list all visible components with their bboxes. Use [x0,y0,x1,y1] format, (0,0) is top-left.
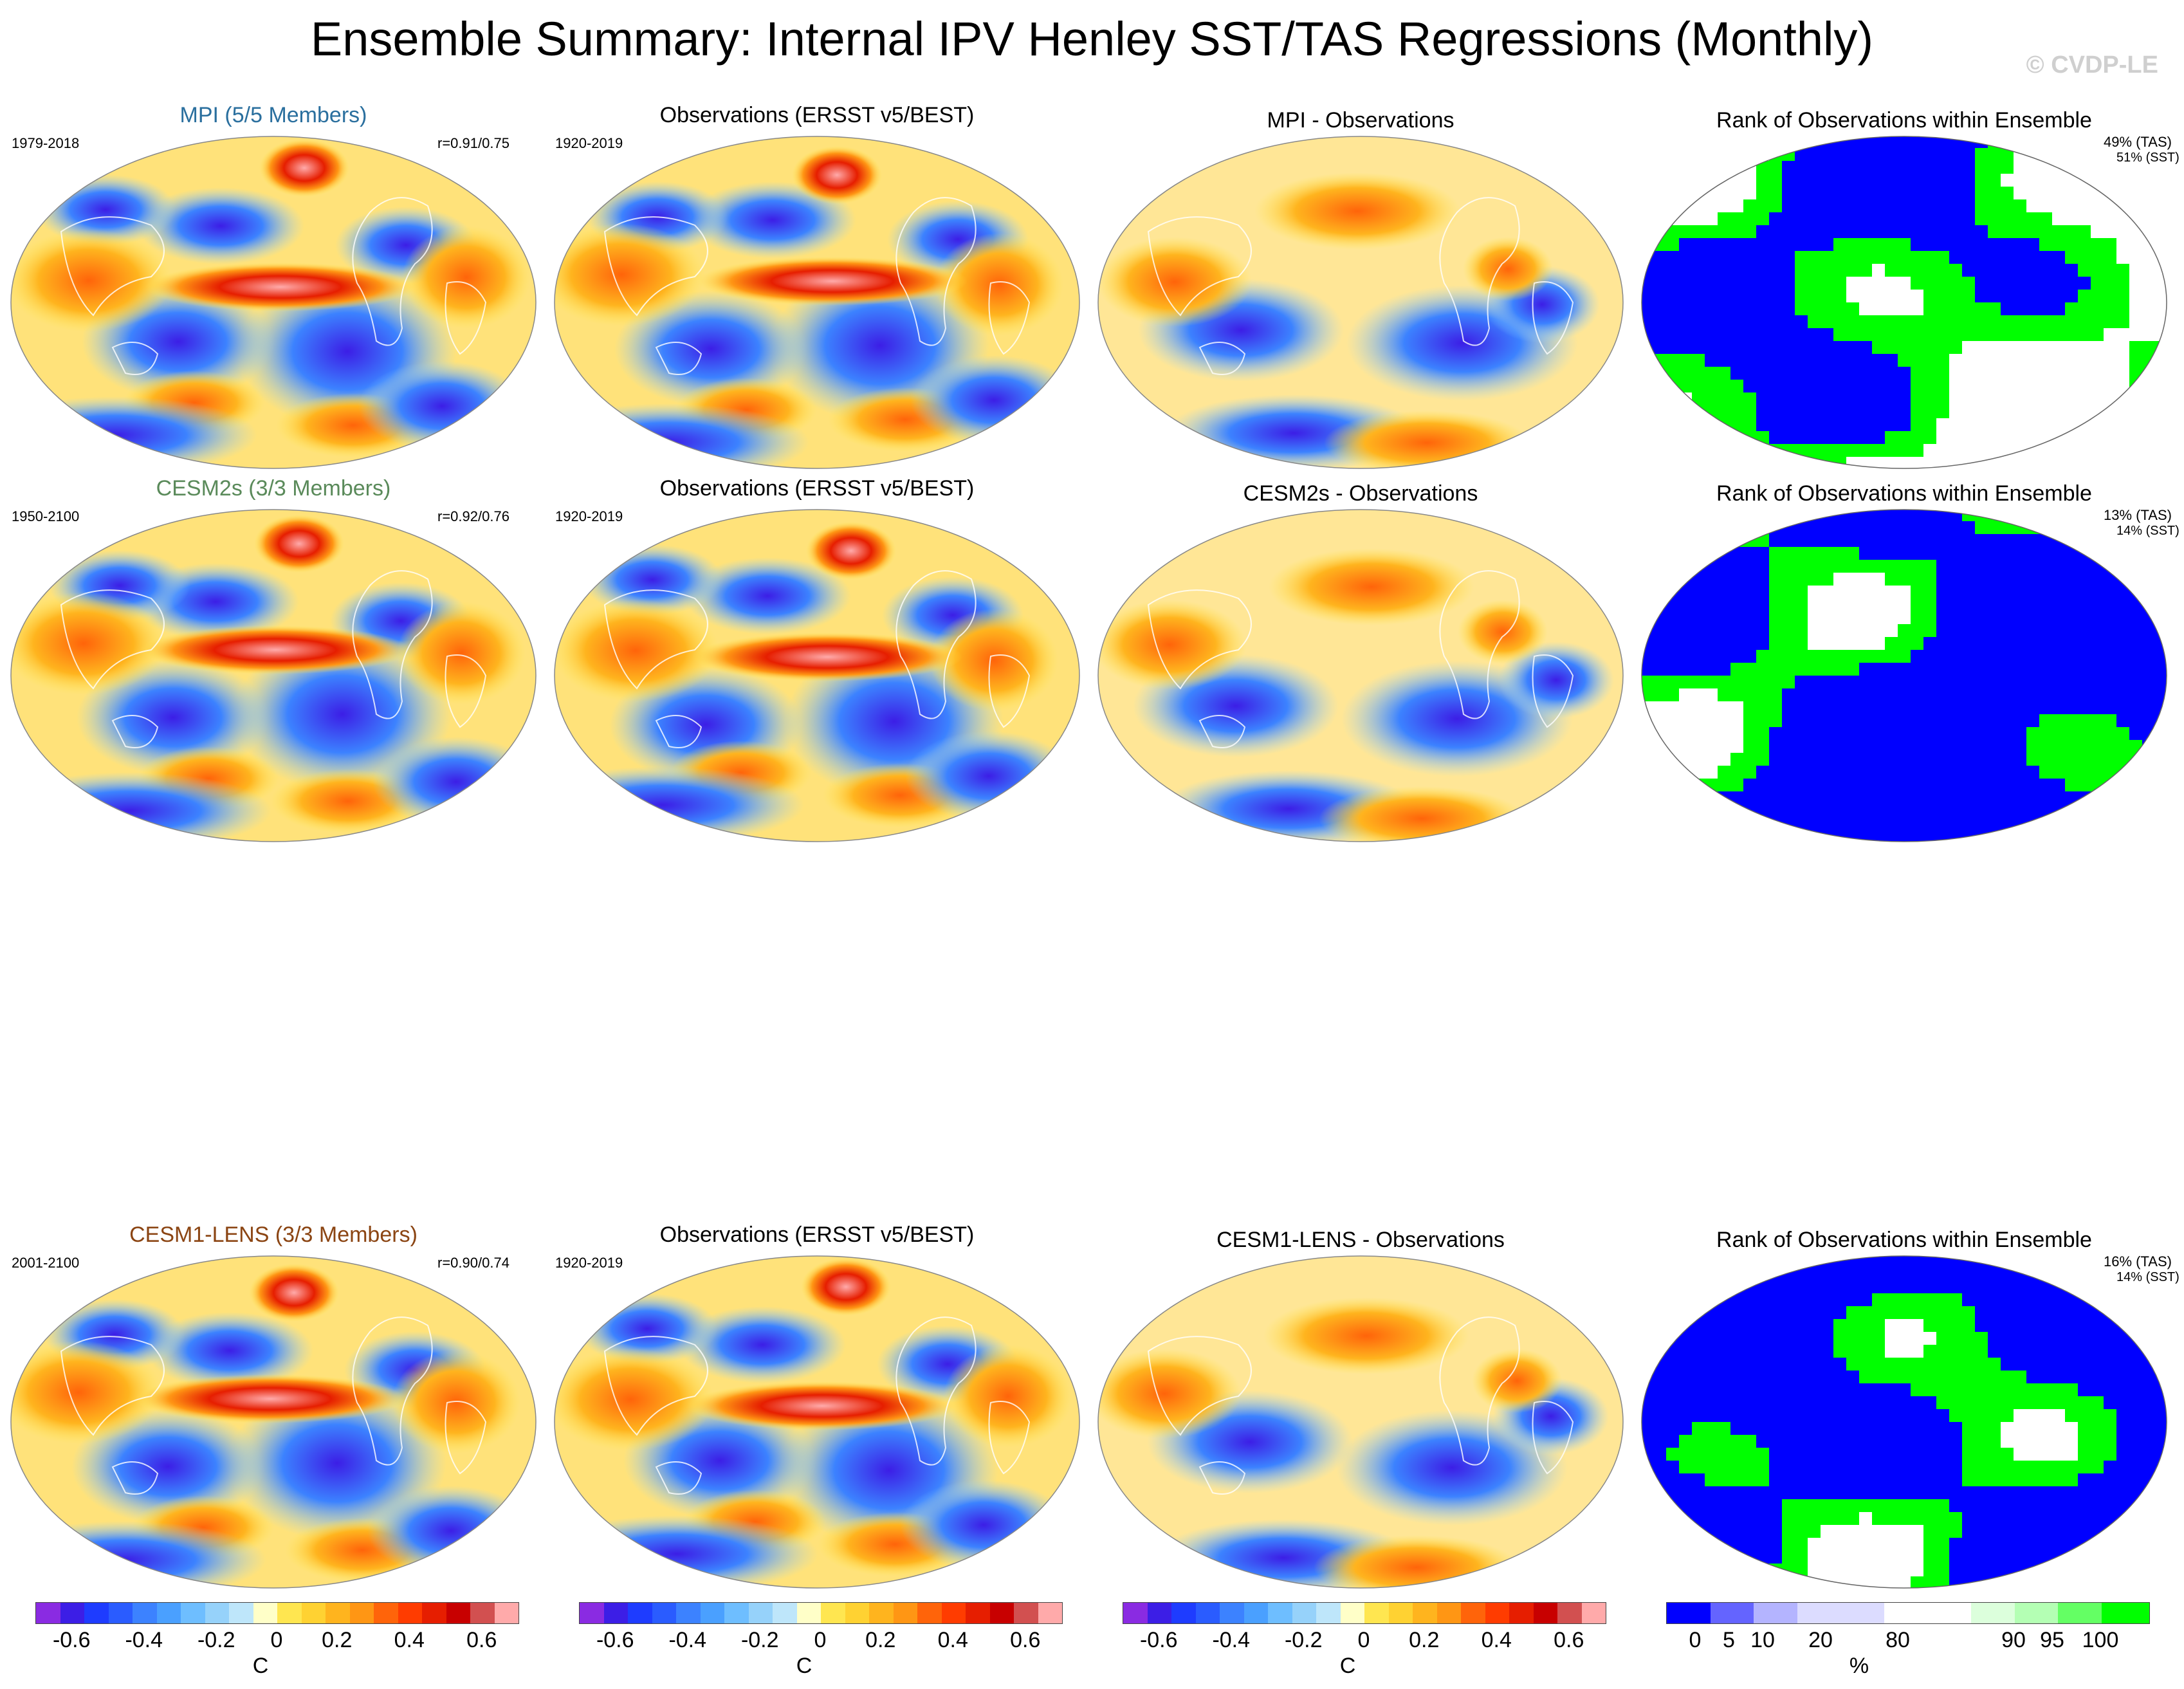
model-correlation: r=0.91/0.75 [437,135,509,151]
colorbar-tick: -0.6 [52,1628,91,1652]
obs-regression-map [553,508,1081,843]
obs-panel-title: Observations (ERSST v5/BEST) [659,1223,975,1247]
diff-panel-title: CESM2s - Observations [1243,481,1478,506]
diff-map [1097,1255,1624,1589]
diff-map [1097,508,1624,843]
colorbar-tick: 0.2 [1409,1628,1440,1652]
rank-panel-title: Rank of Observations within Ensemble [1716,481,2092,506]
obs-years: 1920-2019 [555,1255,623,1271]
obs-panel-title: Observations (ERSST v5/BEST) [659,476,975,501]
colorbar-tick: 0.6 [1554,1628,1584,1652]
colorbar-tick: 0 [1689,1628,1702,1652]
obs-regression-map [553,135,1081,470]
model-years: 1979-2018 [12,135,80,151]
colorbar-tick: 0.4 [394,1628,425,1652]
colorbar-tick: 95 [2040,1628,2064,1652]
model-correlation: r=0.90/0.74 [437,1255,509,1271]
rank-sst: 51% (SST) [2116,151,2179,165]
colorbar-tick: 0 [814,1628,827,1652]
model-regression-map [10,135,537,470]
diff-map [1097,135,1624,470]
rank-map [1640,135,2168,470]
colorbar-tick: 80 [1886,1628,1910,1652]
colorbar-unit: C [252,1654,269,1678]
model-correlation: r=0.92/0.76 [437,508,509,524]
obs-regression-map [553,1255,1081,1589]
colorbar-tick: 0.2 [322,1628,353,1652]
colorbar-tick: 0.4 [937,1628,968,1652]
colorbar-tick: -0.2 [1284,1628,1323,1652]
rank-tas: 16% (TAS) [2104,1253,2172,1269]
colorbar-c [579,1602,1063,1624]
model-years: 2001-2100 [12,1255,80,1271]
watermark: © CVDP-LE [2026,51,2158,78]
colorbar-unit: C [796,1654,812,1678]
rank-panel-title: Rank of Observations within Ensemble [1716,108,2092,133]
obs-panel-title: Observations (ERSST v5/BEST) [659,103,975,127]
colorbar-tick: 0 [270,1628,283,1652]
model-panel-title: CESM2s (3/3 Members) [156,476,391,501]
colorbar-unit: C [1339,1654,1356,1678]
colorbar-tick: 10 [1750,1628,1775,1652]
colorbar-tick: 0.4 [1481,1628,1512,1652]
rank-sst: 14% (SST) [2116,524,2179,538]
diff-panel-title: CESM1-LENS - Observations [1216,1228,1505,1252]
colorbar-tick: 100 [2082,1628,2119,1652]
model-regression-map [10,508,537,843]
rank-sst: 14% (SST) [2116,1270,2179,1284]
colorbar-tick: 20 [1808,1628,1833,1652]
obs-years: 1920-2019 [555,135,623,151]
model-panel-title: CESM1-LENS (3/3 Members) [129,1223,418,1247]
colorbar-tick: -0.4 [668,1628,707,1652]
colorbar-tick: -0.4 [125,1628,163,1652]
colorbar-tick: 0.6 [466,1628,497,1652]
colorbar-tick: -0.4 [1212,1628,1251,1652]
colorbar-tick: -0.2 [197,1628,235,1652]
colorbar-tick: -0.6 [1139,1628,1178,1652]
obs-years: 1920-2019 [555,508,623,524]
rank-tas: 49% (TAS) [2104,134,2172,150]
rank-map [1640,1255,2168,1589]
colorbar-c [35,1602,519,1624]
colorbar-tick: 5 [1723,1628,1735,1652]
rank-tas: 13% (TAS) [2104,507,2172,523]
colorbar-tick: 90 [2001,1628,2026,1652]
colorbar-rank [1666,1602,2150,1624]
colorbar-tick: 0.2 [865,1628,896,1652]
colorbar-tick: -0.6 [596,1628,634,1652]
colorbar-tick: -0.2 [740,1628,779,1652]
rank-panel-title: Rank of Observations within Ensemble [1716,1228,2092,1252]
colorbar-unit: % [1849,1654,1869,1678]
diff-panel-title: MPI - Observations [1267,108,1454,133]
page-title: Ensemble Summary: Internal IPV Henley SS… [310,12,1874,66]
model-panel-title: MPI (5/5 Members) [179,103,367,127]
colorbar-tick: 0.6 [1010,1628,1041,1652]
rank-map [1640,508,2168,843]
model-regression-map [10,1255,537,1589]
colorbar-c [1123,1602,1606,1624]
colorbar-tick: 0 [1357,1628,1370,1652]
model-years: 1950-2100 [12,508,80,524]
